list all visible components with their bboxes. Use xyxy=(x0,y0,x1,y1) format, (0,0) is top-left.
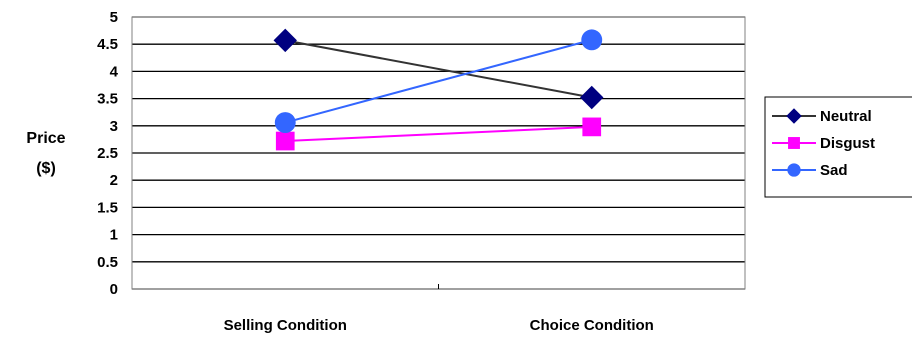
series-disgust xyxy=(275,117,602,151)
data-point xyxy=(275,131,295,151)
y-tick-label: 5 xyxy=(110,9,118,26)
y-tick-label: 4 xyxy=(110,63,119,80)
y-axis-label-line2: ($) xyxy=(36,160,56,177)
data-point xyxy=(273,28,297,53)
data-point xyxy=(582,117,602,137)
y-tick-label: 3 xyxy=(110,118,118,135)
legend-item-neutral: Neutral xyxy=(772,108,872,125)
y-tick-label: 0.5 xyxy=(97,254,118,271)
y-tick-label: 1 xyxy=(110,227,118,244)
y-tick-label: 4.5 xyxy=(97,36,118,53)
series-line xyxy=(285,39,592,99)
y-axis-label-line1: Price xyxy=(26,130,65,147)
y-tick-label: 2 xyxy=(110,172,118,189)
legend-marker xyxy=(788,137,800,149)
y-tick-label: 1.5 xyxy=(97,199,118,216)
legend-marker xyxy=(787,163,801,177)
legend-label: Neutral xyxy=(820,108,872,125)
y-tick-label: 0 xyxy=(110,281,118,298)
x-tick-label: Selling Condition xyxy=(224,317,347,334)
legend-label: Sad xyxy=(820,162,848,179)
y-tick-label: 2.5 xyxy=(97,145,118,162)
data-point xyxy=(580,85,604,110)
legend-label: Disgust xyxy=(820,135,875,152)
series-sad xyxy=(274,29,603,133)
series-line xyxy=(284,38,593,124)
y-axis: 0 0.5 1 1.5 2 2.5 3 3.5 4 4.5 5 xyxy=(97,9,119,298)
legend-marker xyxy=(786,108,802,124)
x-tick-label: Choice Condition xyxy=(530,317,654,334)
series-layer xyxy=(273,28,604,151)
y-tick-label: 3.5 xyxy=(97,91,118,108)
legend: Neutral Disgust Sad xyxy=(764,96,912,198)
series-line xyxy=(285,125,592,143)
legend-item-sad: Sad xyxy=(772,162,848,179)
x-axis: Selling Condition Choice Condition xyxy=(224,284,654,334)
series-neutral xyxy=(273,28,604,110)
grid-lines xyxy=(132,16,745,290)
data-point xyxy=(581,29,603,51)
legend-item-disgust: Disgust xyxy=(772,135,875,152)
data-point xyxy=(274,112,296,133)
